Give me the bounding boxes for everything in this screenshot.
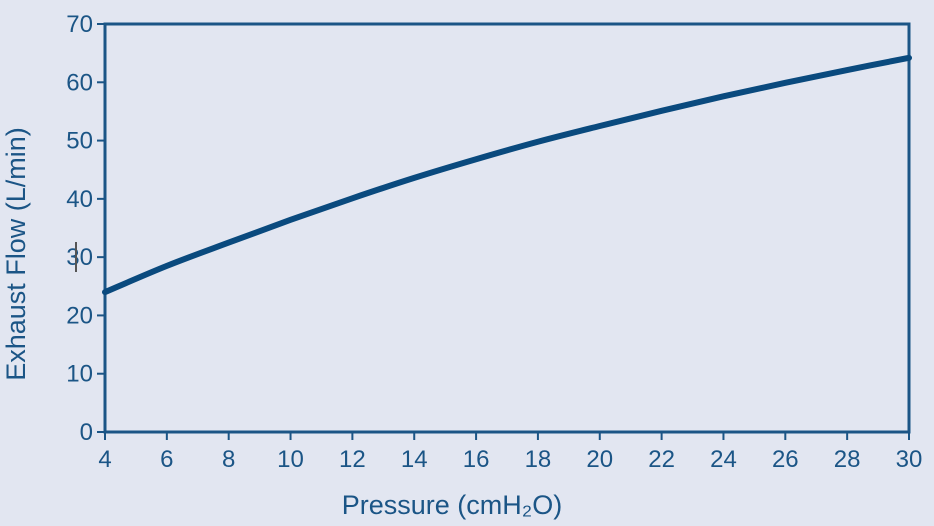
y-tick-label: 70 xyxy=(66,11,93,38)
text-cursor xyxy=(75,242,77,272)
x-tick-label: 30 xyxy=(896,446,923,473)
x-tick-label: 10 xyxy=(277,446,304,473)
y-tick-label: 20 xyxy=(66,302,93,329)
y-axis-ticks: 0 10 20 30 40 50 60 70 xyxy=(66,11,105,446)
x-tick-label: 22 xyxy=(648,446,675,473)
x-tick-label: 16 xyxy=(463,446,490,473)
x-tick-label: 8 xyxy=(222,446,235,473)
plot-frame xyxy=(103,22,911,434)
x-tick-label: 6 xyxy=(160,446,173,473)
x-tick-label: 4 xyxy=(98,446,111,473)
x-tick-label: 24 xyxy=(710,446,737,473)
y-tick-label: 10 xyxy=(66,361,93,388)
x-tick-label: 28 xyxy=(834,446,861,473)
y-tick-label: 60 xyxy=(66,69,93,96)
x-tick-label: 18 xyxy=(525,446,552,473)
y-axis-title: Exhaust Flow (L/min) xyxy=(1,127,31,381)
x-tick-label: 12 xyxy=(339,446,366,473)
exhaust-flow-series-line xyxy=(102,54,912,296)
y-tick-label: 40 xyxy=(66,186,93,213)
x-tick-label: 14 xyxy=(401,446,428,473)
y-tick-label: 30 xyxy=(66,244,93,271)
y-tick-label: 0 xyxy=(80,419,93,446)
y-tick-label: 50 xyxy=(66,128,93,155)
x-axis-title: Pressure (cmH₂O) xyxy=(342,490,563,520)
x-tick-label: 20 xyxy=(586,446,613,473)
x-axis-ticks: 4 6 8 10 12 14 16 18 20 22 24 26 28 30 xyxy=(98,432,922,473)
x-tick-label: 26 xyxy=(772,446,799,473)
